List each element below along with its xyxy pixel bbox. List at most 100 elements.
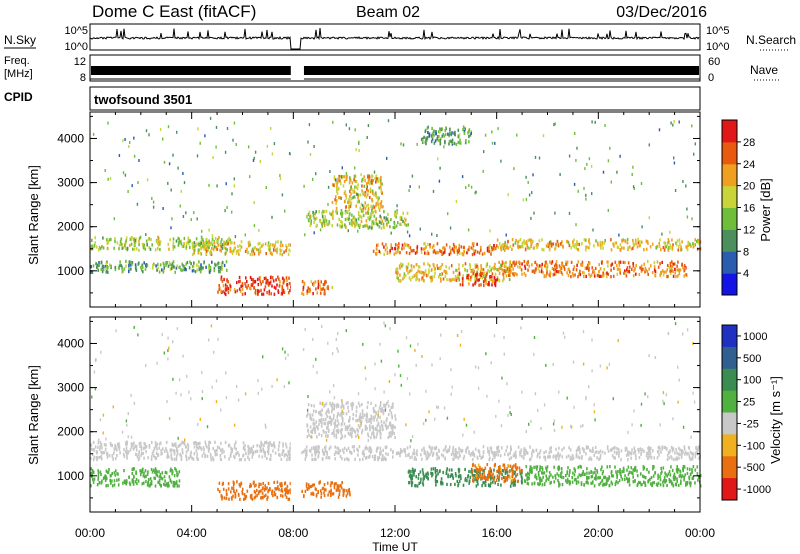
data-cell bbox=[350, 192, 352, 196]
data-cell bbox=[318, 422, 320, 426]
data-cell bbox=[639, 481, 642, 485]
data-cell bbox=[423, 135, 425, 139]
data-cell bbox=[500, 468, 502, 472]
data-cell bbox=[535, 243, 538, 247]
data-cell bbox=[519, 469, 521, 473]
data-cell bbox=[549, 447, 552, 451]
data-cell bbox=[569, 481, 571, 485]
data-cell bbox=[333, 183, 335, 187]
data-cell bbox=[315, 210, 317, 214]
data-cell bbox=[379, 428, 382, 432]
data-cell bbox=[260, 482, 262, 486]
data-cell bbox=[379, 446, 382, 450]
data-cell bbox=[142, 270, 144, 274]
data-cell bbox=[459, 453, 461, 458]
data-cell bbox=[457, 128, 460, 132]
data-cell bbox=[419, 480, 422, 484]
data-cell bbox=[327, 287, 330, 291]
data-cell bbox=[256, 493, 258, 498]
y-tick-label: 1000 bbox=[57, 264, 84, 278]
data-cell bbox=[123, 454, 126, 459]
data-cell bbox=[329, 170, 331, 173]
data-cell bbox=[503, 277, 505, 281]
data-cell bbox=[154, 470, 156, 474]
data-cell bbox=[222, 243, 224, 247]
data-cell bbox=[240, 481, 242, 485]
data-cell bbox=[550, 473, 552, 477]
data-cell bbox=[219, 248, 221, 252]
data-cell bbox=[440, 250, 443, 254]
data-cell bbox=[546, 469, 548, 473]
data-cell bbox=[326, 426, 328, 430]
data-cell bbox=[315, 287, 317, 291]
data-cell bbox=[365, 445, 367, 449]
data-cell bbox=[527, 268, 529, 272]
data-cell bbox=[670, 445, 673, 449]
data-cell bbox=[554, 246, 557, 250]
data-cell bbox=[279, 248, 281, 252]
data-cell bbox=[279, 280, 281, 284]
data-cell bbox=[632, 475, 634, 479]
data-cell bbox=[159, 240, 162, 244]
data-cell bbox=[257, 242, 260, 246]
data-cell bbox=[267, 241, 270, 245]
data-cell bbox=[279, 244, 282, 248]
data-cell bbox=[489, 278, 492, 282]
data-cell bbox=[380, 216, 382, 220]
data-cell bbox=[309, 287, 311, 291]
data-cell bbox=[472, 463, 474, 467]
data-cell bbox=[377, 199, 379, 203]
data-cell bbox=[481, 476, 484, 481]
data-cell bbox=[593, 484, 596, 488]
data-cell bbox=[545, 260, 547, 264]
data-cell bbox=[338, 196, 340, 200]
data-cell bbox=[440, 477, 443, 481]
data-cell bbox=[504, 476, 506, 480]
data-cell bbox=[484, 479, 487, 484]
data-cell bbox=[118, 478, 120, 482]
data-cell bbox=[565, 260, 567, 264]
data-cell bbox=[312, 418, 315, 422]
data-cell bbox=[394, 213, 396, 217]
data-cell bbox=[143, 456, 145, 460]
data-cell bbox=[114, 443, 116, 448]
data-cell bbox=[261, 495, 263, 499]
data-cell bbox=[375, 221, 378, 226]
data-cell bbox=[170, 266, 173, 270]
data-cell bbox=[528, 193, 531, 197]
data-cell bbox=[354, 223, 357, 227]
data-cell bbox=[476, 455, 479, 459]
data-cell bbox=[375, 435, 378, 439]
data-cell bbox=[498, 449, 501, 453]
data-cell bbox=[95, 262, 97, 266]
data-cell bbox=[670, 269, 672, 273]
data-cell bbox=[683, 274, 685, 278]
data-cell bbox=[265, 186, 267, 189]
data-cell bbox=[139, 473, 142, 477]
data-cell bbox=[600, 246, 602, 250]
data-cell bbox=[663, 248, 666, 252]
data-cell bbox=[462, 264, 464, 268]
data-cell bbox=[677, 248, 680, 252]
data-cell bbox=[628, 245, 631, 249]
data-cell bbox=[135, 452, 137, 456]
data-cell bbox=[344, 217, 347, 222]
data-cell bbox=[672, 458, 675, 462]
data-cell bbox=[633, 446, 635, 450]
data-cell bbox=[189, 452, 192, 457]
data-cell bbox=[644, 483, 647, 487]
plot-title: Dome C East (fitACF) bbox=[92, 2, 256, 21]
data-cell bbox=[248, 286, 251, 290]
data-cell bbox=[395, 270, 397, 275]
data-cell bbox=[662, 480, 664, 484]
data-cell bbox=[427, 251, 430, 256]
data-cell bbox=[275, 286, 277, 290]
data-cell bbox=[337, 495, 340, 499]
data-cell bbox=[517, 244, 519, 248]
data-cell bbox=[349, 450, 351, 454]
data-cell bbox=[283, 454, 286, 458]
data-cell bbox=[543, 275, 546, 279]
data-cell bbox=[318, 451, 320, 455]
data-cell bbox=[367, 124, 370, 128]
data-cell bbox=[325, 456, 328, 460]
